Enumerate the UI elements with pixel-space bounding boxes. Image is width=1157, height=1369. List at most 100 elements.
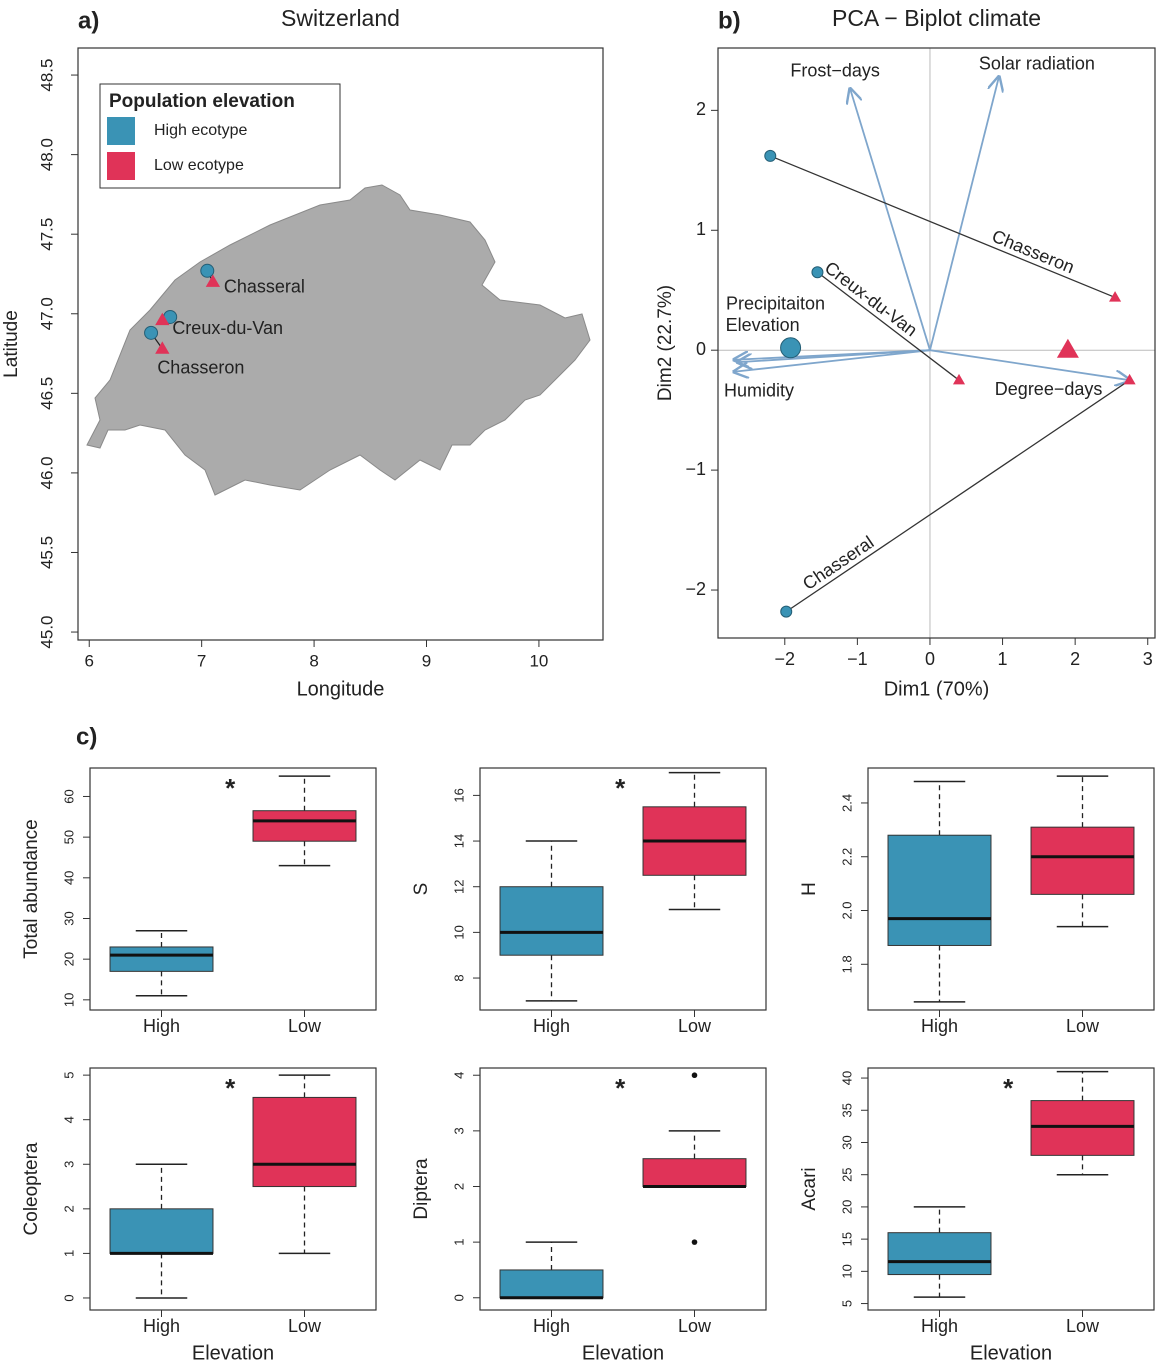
x-tick-label: −1 <box>847 649 868 669</box>
y-tick-label: 30 <box>61 911 76 925</box>
x-tick-label: 6 <box>85 651 94 670</box>
y-axis-label: Latitude <box>1 310 22 378</box>
box <box>110 947 213 971</box>
y-tick-label: 25 <box>839 1167 854 1181</box>
y-axis-label: Coleoptera <box>21 1142 42 1235</box>
y-tick-label: 2 <box>451 1183 466 1190</box>
x-axis-label: Elevation <box>192 1342 274 1364</box>
variable-label: Degree−days <box>995 379 1103 399</box>
x-axis-label: Elevation <box>970 1342 1052 1364</box>
panel-label: a) <box>78 7 99 34</box>
x-tick-label: High <box>533 1016 570 1036</box>
y-tick-label: 10 <box>451 925 466 939</box>
y-tick-label: 47.0 <box>37 297 56 330</box>
y-tick-label: 0 <box>451 1294 466 1301</box>
legend-swatch <box>107 152 135 180</box>
box <box>1031 1101 1134 1156</box>
significance-mark: * <box>615 773 626 803</box>
y-tick-label: 46.0 <box>37 456 56 489</box>
y-tick-label: 14 <box>451 834 466 848</box>
x-tick-label: 7 <box>197 651 206 670</box>
x-tick-label: 9 <box>422 651 431 670</box>
point <box>1057 339 1079 358</box>
y-tick-label: 2.4 <box>839 794 854 812</box>
y-tick-label: 40 <box>61 871 76 885</box>
switzerland-relief <box>87 185 590 495</box>
y-tick-label: 2.2 <box>839 848 854 866</box>
pair-link <box>817 272 959 380</box>
population-label: Chasseral <box>224 277 305 297</box>
legend-label: High ecotype <box>154 122 247 139</box>
x-tick-label: 1 <box>998 649 1008 669</box>
box <box>643 1159 746 1187</box>
significance-mark: * <box>225 773 236 803</box>
y-tick-label: 10 <box>61 993 76 1007</box>
x-tick-label: 0 <box>925 649 935 669</box>
pair-link <box>786 380 1129 611</box>
outlier <box>692 1072 698 1078</box>
box <box>110 1209 213 1254</box>
y-tick-label: 0 <box>696 339 706 359</box>
y-tick-label: 35 <box>839 1103 854 1117</box>
x-axis-label: Dim1 (70%) <box>884 678 990 700</box>
y-axis-label: Total abundance <box>21 819 42 958</box>
x-tick-label: High <box>921 1316 958 1336</box>
y-tick-label: 45.0 <box>37 615 56 648</box>
y-tick-label: 3 <box>61 1161 76 1168</box>
x-tick-label: High <box>533 1316 570 1336</box>
y-tick-label: 5 <box>61 1072 76 1079</box>
y-axis-label: Acari <box>799 1167 820 1210</box>
x-axis-label: Longitude <box>297 678 385 700</box>
legend-label: Low ecotype <box>154 157 244 174</box>
y-tick-label: −1 <box>685 459 706 479</box>
variable-label: Elevation <box>726 315 800 335</box>
x-tick-label: High <box>143 1016 180 1036</box>
y-tick-label: 60 <box>61 789 76 803</box>
y-axis-label: S <box>411 883 432 896</box>
point <box>953 374 965 384</box>
variable-label: Humidity <box>724 381 794 401</box>
y-tick-label: 20 <box>61 952 76 966</box>
box <box>500 1270 603 1298</box>
y-tick-label: 1.8 <box>839 955 854 973</box>
population-label: Chasseron <box>157 358 244 378</box>
y-tick-label: 8 <box>451 974 466 981</box>
y-tick-label: 3 <box>451 1127 466 1134</box>
y-tick-label: 40 <box>839 1071 854 1085</box>
y-tick-label: 20 <box>839 1200 854 1214</box>
plot-frame <box>90 768 376 1010</box>
y-tick-label: 48.0 <box>37 138 56 171</box>
y-tick-label: 0 <box>61 1294 76 1301</box>
variable-label: Solar radiation <box>979 54 1095 74</box>
y-tick-label: 4 <box>451 1072 466 1079</box>
y-tick-label: 2 <box>696 99 706 119</box>
outlier <box>692 1239 698 1245</box>
x-tick-label: 10 <box>529 651 548 670</box>
y-tick-label: 48.5 <box>37 59 56 92</box>
y-tick-label: 15 <box>839 1232 854 1246</box>
y-tick-label: 46.5 <box>37 377 56 410</box>
y-tick-label: 45.5 <box>37 536 56 569</box>
x-tick-label: 3 <box>1143 649 1153 669</box>
y-axis-label: H <box>799 882 820 896</box>
point <box>765 150 776 161</box>
point <box>812 267 823 278</box>
legend-swatch <box>107 117 135 145</box>
point <box>145 326 158 339</box>
variable-label: Precipitaiton <box>726 294 825 314</box>
y-tick-label: 1 <box>61 1250 76 1257</box>
y-tick-label: 2.0 <box>839 901 854 919</box>
variable-label: Frost−days <box>790 61 880 81</box>
chart-title: Switzerland <box>281 5 400 31</box>
legend-title: Population elevation <box>109 91 295 112</box>
x-tick-label: High <box>921 1016 958 1036</box>
box <box>888 1233 991 1275</box>
panel-label: c) <box>76 723 97 750</box>
significance-mark: * <box>615 1073 626 1103</box>
y-tick-label: 2 <box>61 1205 76 1212</box>
x-tick-label: Low <box>678 1016 712 1036</box>
x-tick-label: Low <box>1066 1016 1100 1036</box>
population-label: Chasseral <box>799 532 877 594</box>
point <box>781 338 801 358</box>
box <box>253 1097 356 1186</box>
